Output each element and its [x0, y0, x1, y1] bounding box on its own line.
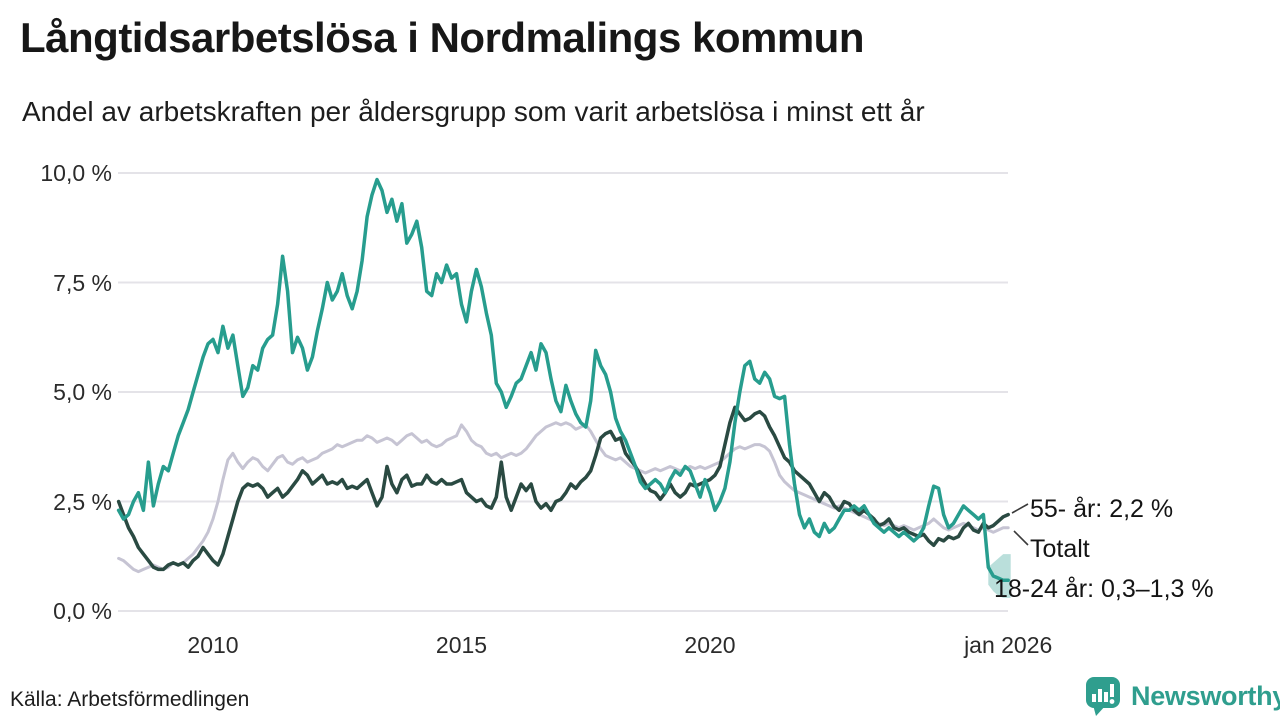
newsworthy-logo-icon [1086, 677, 1120, 716]
page-subtitle: Andel av arbetskraften per åldersgrupp s… [22, 96, 925, 127]
page-title: Långtidsarbetslösa i Nordmalings kommun [20, 14, 864, 61]
leader-totalt [1013, 530, 1029, 546]
x-axis-tick-label: 2020 [684, 632, 736, 658]
x-axis-tick-label: 2010 [187, 632, 239, 658]
series-line-18-24-ar [116, 177, 1010, 583]
source-credit: Källa: Arbetsförmedlingen [10, 688, 250, 711]
y-axis-tick-label: 0,0 % [53, 598, 112, 624]
y-axis-tick-label: 5,0 % [53, 379, 112, 405]
series-line-55-ar [116, 405, 1010, 572]
y-axis-tick-label: 2,5 % [53, 488, 112, 515]
newsworthy-logo: Newsworthy [1084, 676, 1280, 716]
annotation-55-ar: 55- år: 2,2 % [1030, 495, 1174, 523]
y-axis-tick-label: 10,0 % [40, 160, 112, 186]
y-axis-tick-label: 7,5 % [53, 269, 112, 296]
confidence-band-18-24 [988, 554, 1011, 598]
annotation-18-24-ar: 18-24 år: 0,3–1,3 % [994, 575, 1214, 603]
leader-55-ar [1011, 503, 1029, 514]
x-axis-tick-label: jan 2026 [964, 632, 1053, 658]
annotation-totalt: Totalt [1030, 535, 1090, 563]
newsworthy-logo-text: Newsworthy [1131, 680, 1280, 711]
x-axis-tick-label: 2015 [435, 632, 488, 658]
